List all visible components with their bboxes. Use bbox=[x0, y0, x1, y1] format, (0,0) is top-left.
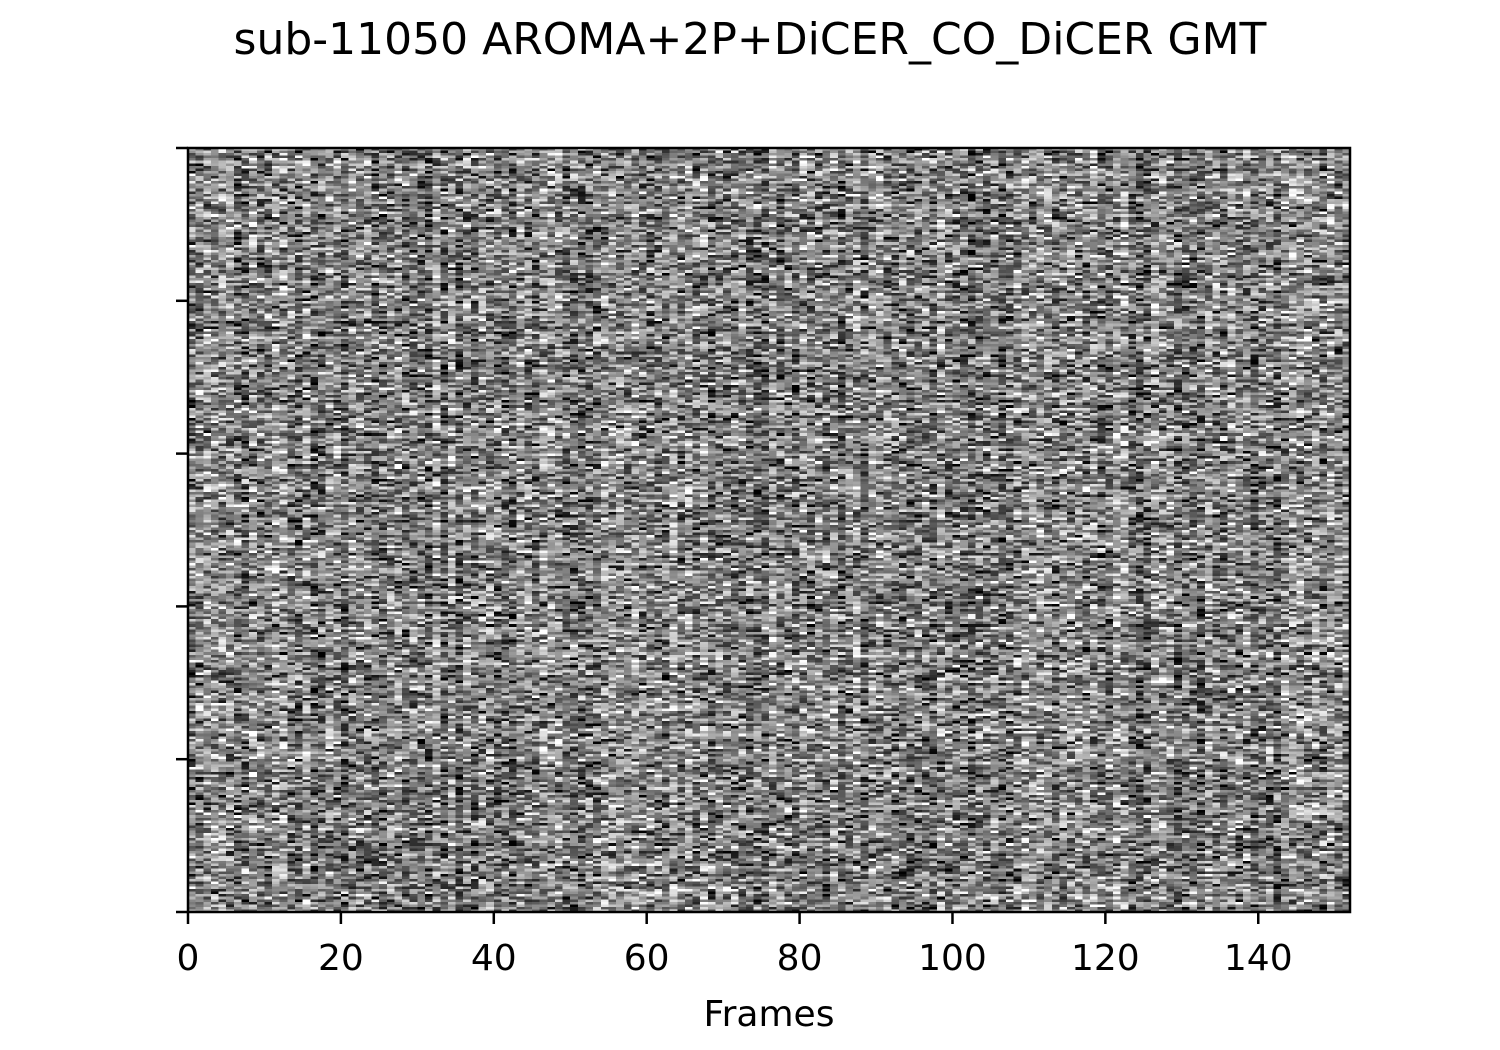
carpet-heatmap bbox=[188, 148, 1350, 912]
x-tick-label: 40 bbox=[471, 938, 517, 979]
x-tick-label: 0 bbox=[177, 938, 200, 979]
x-tick-label: 100 bbox=[918, 938, 987, 979]
x-tick-label: 60 bbox=[624, 938, 670, 979]
x-tick-label: 140 bbox=[1224, 938, 1293, 979]
chart-title: sub-11050 AROMA+2P+DiCER_CO_DiCER GMT bbox=[233, 14, 1267, 65]
x-axis-label: Frames bbox=[703, 994, 835, 1035]
x-tick-label: 120 bbox=[1071, 938, 1140, 979]
x-tick-label: 20 bbox=[318, 938, 364, 979]
x-tick-label: 80 bbox=[777, 938, 823, 979]
plot-frame bbox=[186, 146, 1352, 914]
